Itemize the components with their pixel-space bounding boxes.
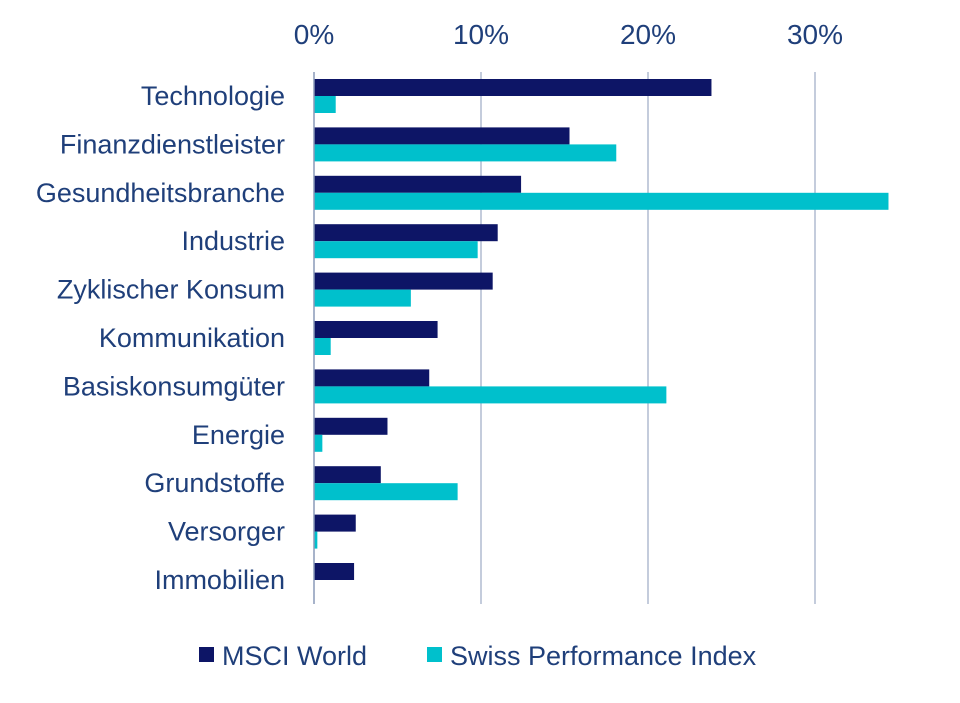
bar-msci-world <box>314 563 355 580</box>
bar-swiss-performance-index <box>314 241 478 259</box>
category-label: Basiskonsumgüter <box>63 371 285 401</box>
bar-msci-world <box>314 272 493 290</box>
bars <box>314 79 889 580</box>
legend-label: MSCI World <box>222 641 367 671</box>
category-label: Industrie <box>181 226 285 256</box>
bar-msci-world <box>314 79 712 96</box>
bar-msci-world <box>314 466 381 484</box>
x-tick-label: 20% <box>620 19 676 50</box>
bar-swiss-performance-index <box>314 96 336 113</box>
bar-swiss-performance-index <box>314 338 331 355</box>
bar-msci-world <box>314 369 430 387</box>
bar-msci-world <box>314 321 438 338</box>
category-label: Technologie <box>141 81 285 111</box>
bar-msci-world <box>314 127 570 145</box>
category-label: Energie <box>192 420 285 450</box>
bar-msci-world <box>314 417 388 435</box>
category-label: Immobilien <box>154 565 285 595</box>
category-label: Kommunikation <box>99 323 285 353</box>
bar-msci-world <box>314 514 356 532</box>
category-label: Grundstoffe <box>144 468 285 498</box>
bar-swiss-performance-index <box>314 289 411 307</box>
bar-swiss-performance-index <box>314 192 889 210</box>
bar-swiss-performance-index <box>314 386 667 404</box>
bar-msci-world <box>314 175 522 193</box>
legend-label: Swiss Performance Index <box>450 641 757 671</box>
bar-swiss-performance-index <box>314 434 323 452</box>
legend: MSCI World Swiss Performance Index <box>199 641 757 671</box>
bar-swiss-performance-index <box>314 144 617 162</box>
x-tick-label: 30% <box>787 19 843 50</box>
x-axis-tick-labels: 0% 10% 20% 30% <box>294 19 843 50</box>
category-labels: Technologie Finanzdienstleister Gesundheit… <box>36 81 285 595</box>
bar-swiss-performance-index <box>314 483 458 501</box>
bar-swiss-performance-index <box>314 531 318 549</box>
category-label: Finanzdienstleister <box>60 129 285 159</box>
category-label: Gesundheitsbranche <box>36 178 285 208</box>
category-label: Zyklischer Konsum <box>57 275 285 305</box>
x-tick-label: 0% <box>294 19 334 50</box>
category-label: Versorger <box>168 517 285 547</box>
legend-swatch <box>427 647 442 662</box>
bar-msci-world <box>314 224 498 242</box>
x-tick-label: 10% <box>453 19 509 50</box>
legend-swatch <box>199 647 214 662</box>
